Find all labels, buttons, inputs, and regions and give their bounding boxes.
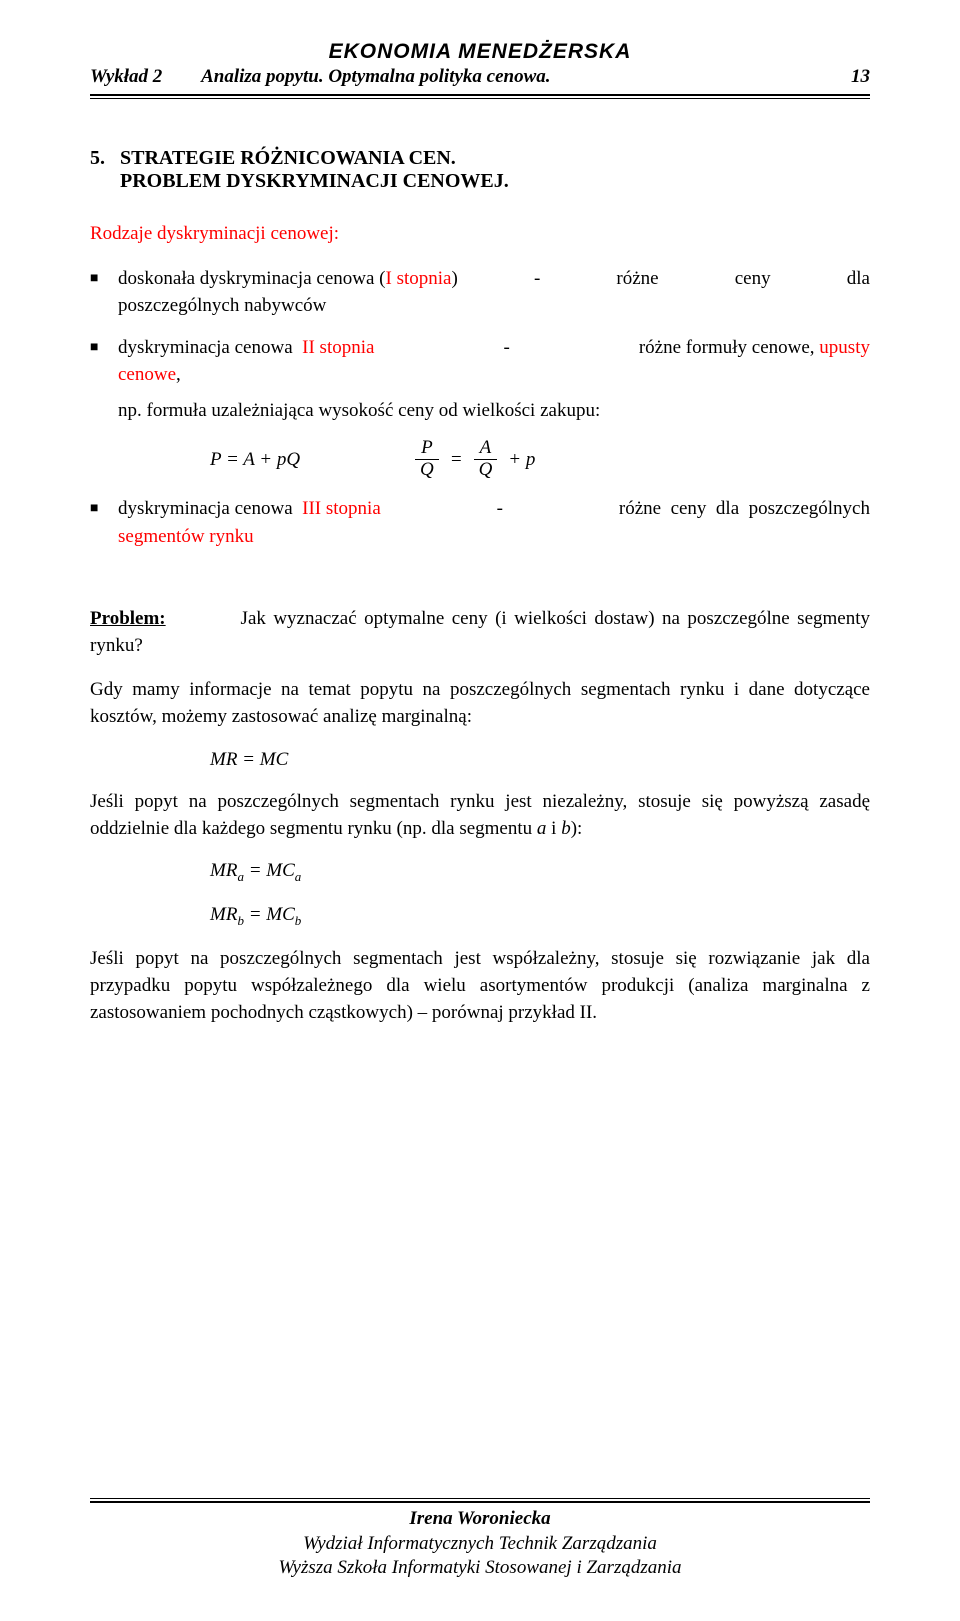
b2-red1: II stopnia [302,337,374,358]
intro-red: Rodzaje dyskryminacji cenowej: [90,221,870,247]
eq2-eq: = [244,860,266,881]
b2-mid: różne formuły cenowe, [639,337,819,358]
subheader: Wykład 2 Analiza popytu. Optymalna polit… [90,66,870,88]
b3-red2: segmentów rynku [118,526,254,547]
b1-tail-3: dla [847,265,870,293]
corner-title: EKONOMIA MENEDŻERSKA [90,40,870,64]
problem-block: Problem: Jak wyznaczać optymalne ceny (i… [90,606,870,1026]
b2-np: np. formuła uzależniająca wysokość ceny … [118,397,870,425]
eq2-lhs: MR [210,860,237,881]
b1-line2: poszczególnych nabywców [118,292,870,320]
b1-red: I stopnia [386,268,452,289]
page-number: 13 [851,66,870,88]
bullet-1: ■ doskonała dyskryminacja cenowa (I stop… [90,265,870,320]
problem-para1: Gdy mamy informacje na temat popytu na p… [90,677,870,730]
lecture-label: Wykład 2 [90,66,162,87]
eq-sign: = [450,449,463,471]
b2-dash: - [503,334,509,362]
eq3-eq: = [244,904,266,925]
problem-question: Jak wyznaczać optymalne ceny (i wielkośc… [90,608,870,656]
eq-mra-mca: MRa = MCa [210,858,870,886]
b3-dash: - [497,495,503,523]
page: EKONOMIA MENEDŻERSKA Wykład 2 Analiza po… [0,0,960,1621]
footer-text: Irena Woroniecka Wydział Informatycznych… [90,1507,870,1581]
footer: Irena Woroniecka Wydział Informatycznych… [90,1496,870,1581]
section-title-line1: STRATEGIE RÓŻNICOWANIA CEN. [120,147,456,169]
formula-left: P = A + pQ [210,449,410,471]
footer-rule-thick [90,1501,870,1503]
formula: P = A + pQ P Q = A Q + p [210,438,870,481]
b2-red2-part2: cenowe [118,364,176,385]
b1-pre: doskonała dyskryminacja cenowa ( [118,268,386,289]
b3-mid: różne ceny dla poszczególnych [619,495,870,523]
footer-name: Irena Woroniecka [409,1508,550,1529]
frac1-num: P [415,438,439,460]
header-rule-thick [90,94,870,96]
bullet-2: ■ dyskryminacja cenowa II stopnia - różn… [90,334,870,425]
formula-right: P Q = A Q + p [410,438,535,481]
b3-pre: dyskryminacja cenowa [118,498,297,519]
fraction-1: P Q [414,438,440,481]
section-heading: 5. STRATEGIE RÓŻNICOWANIA CEN. PROBLEM D… [90,147,870,193]
problem-para3: Jeśli popyt na poszczególnych segmentach… [90,946,870,1026]
b1-tail-2: ceny [735,265,771,293]
b2-pre: dyskryminacja cenowa [118,337,297,358]
bullet-list: ■ doskonała dyskryminacja cenowa (I stop… [90,265,870,551]
para2-end: ): [571,818,583,839]
eq2-rhs: MC [266,860,295,881]
section-title-block: STRATEGIE RÓŻNICOWANIA CEN. PROBLEM DYSK… [120,147,509,193]
footer-line2: Wyższa Szkoła Informatyki Stosowanej i Z… [278,1557,681,1578]
para2-text: Jeśli popyt na poszczególnych segmentach… [90,791,870,839]
footer-rule-thin [90,1498,870,1499]
eq3-sub-b2: b [295,913,302,928]
bullet-mark-icon: ■ [90,265,118,289]
subheader-left: Wykład 2 Analiza popytu. Optymalna polit… [90,66,551,88]
frac1-den: Q [414,460,440,481]
lecture-topic: Analiza popytu. Optymalna polityka cenow… [201,66,550,87]
b3-red1: III stopnia [302,498,381,519]
eq3-lhs: MR [210,904,237,925]
frac2-num: A [474,438,498,460]
footer-line1: Wydział Informatycznych Technik Zarządza… [303,1533,657,1554]
problem-label: Problem: [90,608,166,629]
bullet-1-content: doskonała dyskryminacja cenowa (I stopni… [118,265,870,320]
bullet-2-content: dyskryminacja cenowa II stopnia - różne … [118,334,870,425]
header-rule-thin [90,98,870,99]
b2-post: , [176,364,181,385]
fraction-2: A Q [473,438,499,481]
eq-mr-mc: MR = MC [210,747,870,774]
problem-line1: Problem: Jak wyznaczać optymalne ceny (i… [90,606,870,659]
para2-a: a [537,818,547,839]
b1-tail-1: różne [616,265,658,293]
bullet-mark-icon: ■ [90,334,118,358]
eq-mrb-mcb: MRb = MCb [210,902,870,930]
b1-dash: - [534,265,540,293]
bullet-3: ■ dyskryminacja cenowa III stopnia - róż… [90,495,870,550]
para2-and: i [546,818,561,839]
bullet-3-content: dyskryminacja cenowa III stopnia - różne… [118,495,870,550]
plus-p: + p [508,449,535,471]
para2-b: b [561,818,571,839]
section-number: 5. [90,147,120,193]
section-title-line2: PROBLEM DYSKRYMINACJI CENOWEJ. [120,170,509,192]
b1-post: ) [451,268,457,289]
problem-para2: Jeśli popyt na poszczególnych segmentach… [90,789,870,842]
frac2-den: Q [473,460,499,481]
eq2-sub-a2: a [295,869,302,884]
b2-red2-part1: upusty [819,337,870,358]
bullet-mark-icon: ■ [90,495,118,519]
eq3-rhs: MC [266,904,295,925]
